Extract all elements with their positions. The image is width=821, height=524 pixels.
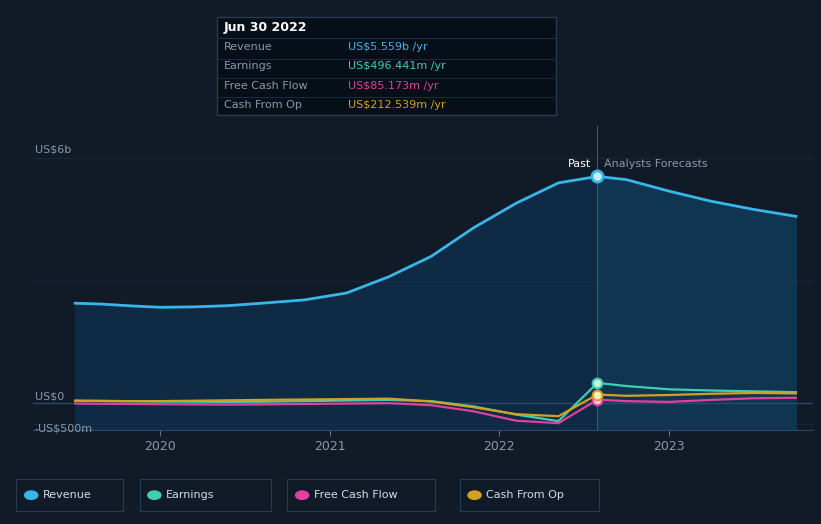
Text: Earnings: Earnings <box>223 61 272 71</box>
Text: Free Cash Flow: Free Cash Flow <box>223 81 307 91</box>
Text: US$5.559b /yr: US$5.559b /yr <box>348 42 428 52</box>
Text: Earnings: Earnings <box>166 490 214 500</box>
Text: Revenue: Revenue <box>43 490 91 500</box>
Text: Cash From Op: Cash From Op <box>223 100 301 110</box>
Text: US$0: US$0 <box>34 391 64 401</box>
Text: Analysts Forecasts: Analysts Forecasts <box>604 159 708 169</box>
Text: Free Cash Flow: Free Cash Flow <box>314 490 397 500</box>
Text: US$496.441m /yr: US$496.441m /yr <box>348 61 446 71</box>
Text: Cash From Op: Cash From Op <box>486 490 564 500</box>
Text: US$6b: US$6b <box>34 144 71 154</box>
Text: Revenue: Revenue <box>223 42 273 52</box>
Text: US$85.173m /yr: US$85.173m /yr <box>348 81 439 91</box>
Text: Jun 30 2022: Jun 30 2022 <box>223 21 307 34</box>
Text: Past: Past <box>567 159 590 169</box>
Text: US$212.539m /yr: US$212.539m /yr <box>348 100 446 110</box>
Text: -US$500m: -US$500m <box>34 423 93 433</box>
